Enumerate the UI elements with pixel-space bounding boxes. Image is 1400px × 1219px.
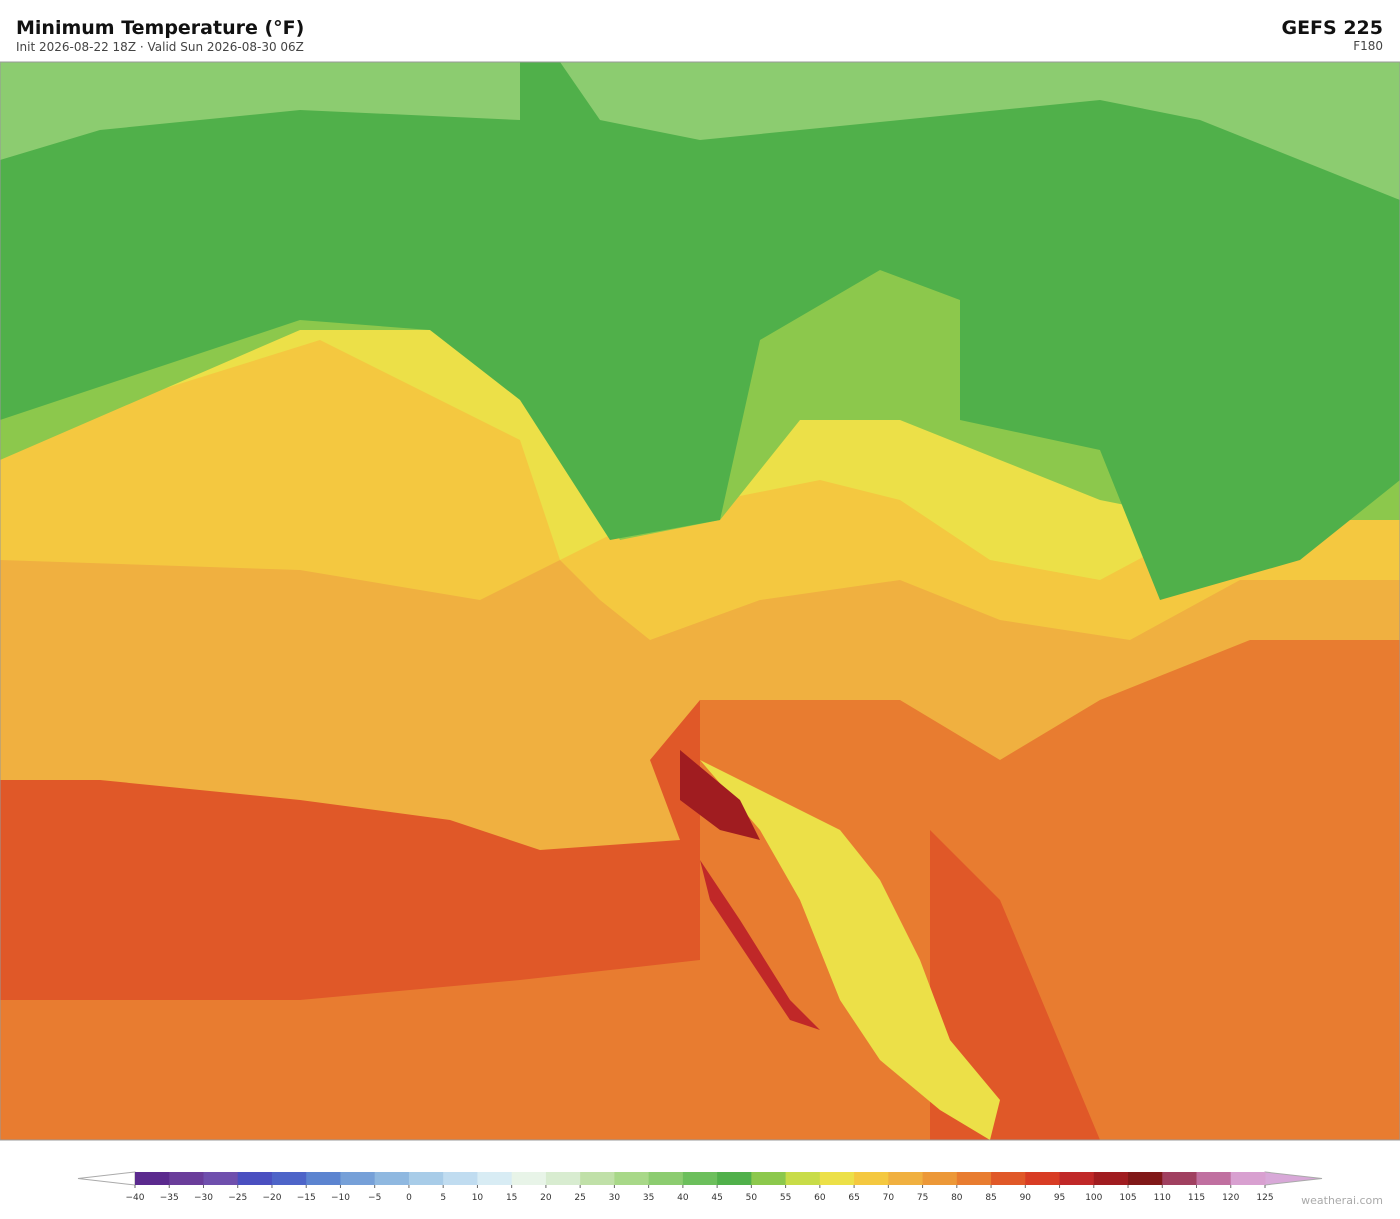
colorbar-tick-label: 110 (1154, 1193, 1171, 1203)
colorbar-tick-label: 115 (1188, 1193, 1205, 1203)
model: GEFS 225 (1281, 17, 1383, 39)
colorbar-tick-label: −30 (194, 1193, 213, 1203)
colorbar-segment (1162, 1172, 1198, 1185)
colorbar-tick-label: 95 (1054, 1193, 1065, 1203)
colorbar-segment (580, 1172, 615, 1185)
watermark: weatherai.com (1301, 1194, 1383, 1207)
colorbar-segment (135, 1172, 170, 1185)
colorbar-segment (751, 1172, 787, 1185)
colorbar-segment (682, 1172, 718, 1185)
colorbar-segment (169, 1172, 204, 1185)
colorbar-tick-label: 0 (406, 1193, 412, 1203)
colorbar-tick-label: 25 (574, 1193, 585, 1203)
colorbar-segment (237, 1172, 273, 1185)
colorbar-segment (854, 1172, 889, 1185)
colorbar-tick-label: −10 (331, 1193, 350, 1203)
colorbar-tick-label: −20 (262, 1193, 281, 1203)
colorbar-tick-label: 20 (540, 1193, 552, 1203)
colorbar-tick-label: 35 (643, 1193, 654, 1203)
forecast-hour: F180 (1353, 39, 1383, 53)
colorbar-segment (1196, 1172, 1232, 1185)
colorbar-tick-label: 80 (951, 1193, 963, 1203)
colorbar: −40 −35 −30 −25 −20 −15 −10 −5 0 5 10 15 20 25 30 35 40 4… (77, 1171, 1323, 1203)
colorbar-tick-label: 15 (506, 1193, 517, 1203)
colorbar-tick-label: −15 (297, 1193, 316, 1203)
colorbar-segment (717, 1172, 752, 1185)
colorbar-segment (1128, 1172, 1163, 1185)
colorbar-segment (1230, 1172, 1266, 1185)
colorbar-tick-label: 40 (677, 1193, 689, 1203)
colorbar-segment (1093, 1172, 1129, 1185)
colorbar-tick-label: 65 (848, 1193, 859, 1203)
colorbar-tick-label: −40 (126, 1193, 145, 1203)
colorbar-segment (545, 1172, 581, 1185)
colorbar-segment (614, 1172, 650, 1185)
colorbar-tick-label: 125 (1256, 1193, 1273, 1203)
colorbar-tick-label: 120 (1222, 1193, 1239, 1203)
colorbar-segment (306, 1172, 341, 1185)
colorbar-segment (991, 1172, 1026, 1185)
colorbar-tick-label: 10 (472, 1193, 484, 1203)
colorbar-tick-label: 30 (609, 1193, 621, 1203)
colorbar-segment (648, 1172, 684, 1185)
colorbar-under (77, 1171, 136, 1186)
colorbar-tick-label: 5 (440, 1193, 446, 1203)
colorbar-tick-label: 45 (711, 1193, 722, 1203)
colorbar-tick-label: 50 (746, 1193, 758, 1203)
colorbar-segment (1025, 1172, 1061, 1185)
colorbar-tick-label: −5 (368, 1193, 381, 1203)
colorbar-over (1264, 1171, 1323, 1186)
colorbar-segment (819, 1172, 855, 1185)
colorbar-segment (203, 1172, 239, 1185)
colorbar-tick-label: 85 (985, 1193, 996, 1203)
colorbar-segment (271, 1172, 307, 1185)
colorbar-tick-label: −35 (160, 1193, 179, 1203)
colorbar-segment (340, 1172, 376, 1185)
subtitle: Init 2026-08-22 18Z · Valid Sun 2026-08-… (16, 40, 304, 54)
title: Minimum Temperature (°F) (16, 17, 304, 39)
colorbar-tick-label: 60 (814, 1193, 826, 1203)
colorbar-segment (888, 1172, 924, 1185)
colorbar-segment (922, 1172, 958, 1185)
colorbar-tick-label: 90 (1020, 1193, 1032, 1203)
colorbar-tick-label: 105 (1119, 1193, 1136, 1203)
colorbar-segment (374, 1172, 410, 1185)
colorbar-tick-label: −25 (228, 1193, 247, 1203)
colorbar-segment (785, 1172, 821, 1185)
colorbar-tick-label: 70 (883, 1193, 895, 1203)
colorbar-tick-label: 55 (780, 1193, 791, 1203)
colorbar-tick-label: 100 (1085, 1193, 1102, 1203)
colorbar-segment (477, 1172, 513, 1185)
colorbar-segment (408, 1172, 444, 1185)
colorbar-tick-label: 75 (917, 1193, 928, 1203)
map (0, 61, 1400, 1141)
colorbar-segment (956, 1172, 992, 1185)
colorbar-segment (511, 1172, 547, 1185)
colorbar-segment (1059, 1172, 1095, 1185)
colorbar-segment (443, 1172, 478, 1185)
